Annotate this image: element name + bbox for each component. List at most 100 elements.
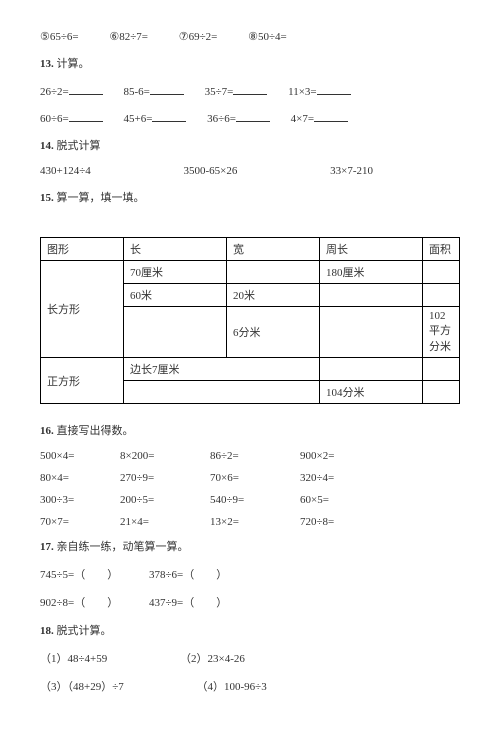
cell: 270÷9= xyxy=(120,472,210,484)
q16-row2: 80×4= 270÷9= 70×6= 320÷4= xyxy=(40,472,460,484)
q14-num: 14. xyxy=(40,140,54,152)
q14-row: 430+124÷4 3500-65×26 33×7-210 xyxy=(40,165,460,177)
q14-b: 3500-65×26 xyxy=(184,165,238,177)
q17-row1: 745÷5=（ ） 378÷6=（ ） xyxy=(40,566,460,582)
prob-5: ⑤65÷6= xyxy=(40,31,79,43)
th-perimeter: 周长 xyxy=(320,238,423,261)
cell xyxy=(320,284,423,307)
cell xyxy=(423,261,460,284)
cell xyxy=(423,284,460,307)
cell: 60米 xyxy=(124,284,227,307)
cell: 104分米 xyxy=(320,381,423,404)
table-row: 长方形 70厘米 180厘米 xyxy=(41,261,460,284)
q17-num: 17. xyxy=(40,541,54,553)
cell: 6分米 xyxy=(227,307,320,358)
q17-title: 亲自练一练，动笔算一算。 xyxy=(57,541,189,553)
q18-row2: （3）（48+29）÷7 （4）100-96÷3 xyxy=(40,678,460,694)
blank xyxy=(69,83,103,95)
q13-r2-a: 60÷6= xyxy=(40,113,69,125)
q16-title: 直接写出得数。 xyxy=(57,425,134,437)
q16-num: 16. xyxy=(40,425,54,437)
q18-title: 脱式计算。 xyxy=(57,625,112,637)
prob-7: ⑦69÷2= xyxy=(179,31,218,43)
cell xyxy=(320,307,423,358)
cell: 540÷9= xyxy=(210,494,300,506)
q17-r2-b: 437÷9=（ ） xyxy=(149,597,227,609)
cell xyxy=(124,307,227,358)
q13-r1-d: 11×3= xyxy=(288,86,317,98)
cell: 60×5= xyxy=(300,494,390,506)
cell: 8×200= xyxy=(120,450,210,462)
cell: 300÷3= xyxy=(40,494,120,506)
blank xyxy=(317,83,351,95)
q13-num: 13. xyxy=(40,58,54,70)
cell: 70×7= xyxy=(40,516,120,528)
th-shape: 图形 xyxy=(41,238,124,261)
cell xyxy=(227,261,320,284)
cell: 80×4= xyxy=(40,472,120,484)
q13-row1: 26÷2= 85-6= 35÷7= 11×3= xyxy=(40,83,460,98)
th-width: 宽 xyxy=(227,238,320,261)
q14-a: 430+124÷4 xyxy=(40,165,91,177)
q18-row1: （1）48÷4+59 （2）23×4-26 xyxy=(40,650,460,666)
shape-table: 图形 长 宽 周长 面积 长方形 70厘米 180厘米 60米 20米 6分米 … xyxy=(40,237,460,404)
q13-r2-d: 4×7= xyxy=(291,113,314,125)
cell: 720÷8= xyxy=(300,516,390,528)
q17-row2: 902÷8=（ ） 437÷9=（ ） xyxy=(40,594,460,610)
table-header-row: 图形 长 宽 周长 面积 xyxy=(41,238,460,261)
blank xyxy=(233,83,267,95)
q16-row4: 70×7= 21×4= 13×2= 720÷8= xyxy=(40,516,460,528)
cell: 200÷5= xyxy=(120,494,210,506)
q13-r1-a: 26÷2= xyxy=(40,86,69,98)
cell: 边长7厘米 xyxy=(124,358,320,381)
q13-r1-b: 85-6= xyxy=(124,86,150,98)
cell: 正方形 xyxy=(41,358,124,404)
q15-header: 15. 算一算，填一填。 xyxy=(40,189,460,205)
prob-6: ⑥82÷7= xyxy=(109,31,148,43)
q13-header: 13. 计算。 xyxy=(40,55,460,71)
q18-r1-a: （1）48÷4+59 xyxy=(40,653,107,665)
cell: 86÷2= xyxy=(210,450,300,462)
blank xyxy=(314,110,348,122)
cell: 180厘米 xyxy=(320,261,423,284)
cell xyxy=(423,358,460,381)
q15-num: 15. xyxy=(40,192,54,204)
q17-r1-a: 745÷5=（ ） xyxy=(40,569,118,581)
q18-r2-b: （4）100-96÷3 xyxy=(197,681,267,693)
q14-title: 脱式计算 xyxy=(57,140,101,152)
cell xyxy=(320,358,423,381)
q18-r2-a: （3）（48+29）÷7 xyxy=(40,681,124,693)
q13-r2-b: 45+6= xyxy=(124,113,153,125)
blank xyxy=(152,110,186,122)
cell: 70厘米 xyxy=(124,261,227,284)
blank xyxy=(69,110,103,122)
blank xyxy=(150,83,184,95)
q18-r1-b: （2）23×4-26 xyxy=(180,653,245,665)
q17-header: 17. 亲自练一练，动笔算一算。 xyxy=(40,538,460,554)
cell xyxy=(423,381,460,404)
q13-r1-c: 35÷7= xyxy=(205,86,234,98)
cell: 500×4= xyxy=(40,450,120,462)
q14-header: 14. 脱式计算 xyxy=(40,137,460,153)
q13-row2: 60÷6= 45+6= 36÷6= 4×7= xyxy=(40,110,460,125)
cell: 13×2= xyxy=(210,516,300,528)
cell: 70×6= xyxy=(210,472,300,484)
q16-row3: 300÷3= 200÷5= 540÷9= 60×5= xyxy=(40,494,460,506)
th-area: 面积 xyxy=(423,238,460,261)
prob-8: ⑧50÷4= xyxy=(248,31,287,43)
cell xyxy=(124,381,320,404)
cell: 900×2= xyxy=(300,450,390,462)
q17-r1-b: 378÷6=（ ） xyxy=(149,569,227,581)
q18-num: 18. xyxy=(40,625,54,637)
cell: 20米 xyxy=(227,284,320,307)
cell: 320÷4= xyxy=(300,472,390,484)
q13-title: 计算。 xyxy=(57,58,90,70)
q18-header: 18. 脱式计算。 xyxy=(40,622,460,638)
q17-r2-a: 902÷8=（ ） xyxy=(40,597,118,609)
q14-c: 33×7-210 xyxy=(330,165,373,177)
cell: 长方形 xyxy=(41,261,124,358)
q15-title: 算一算，填一填。 xyxy=(57,192,145,204)
blank xyxy=(236,110,270,122)
q13-r2-c: 36÷6= xyxy=(207,113,236,125)
table-row: 正方形 边长7厘米 xyxy=(41,358,460,381)
